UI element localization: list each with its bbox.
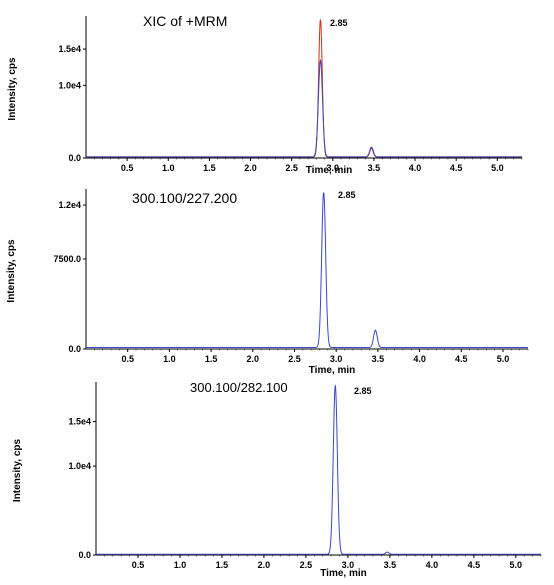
x-tick-label: 1.5 bbox=[203, 163, 216, 173]
y-tick-label: 1.0e4 bbox=[58, 80, 81, 90]
x-tick-label: 3.0 bbox=[327, 163, 340, 173]
panel-title: 300.100/227.200 bbox=[132, 190, 237, 206]
y-tick-label: 0.0 bbox=[68, 153, 81, 163]
x-tick-label: 4.0 bbox=[413, 354, 426, 364]
series-trace-blue bbox=[86, 192, 528, 349]
x-tick-label: 2.0 bbox=[244, 163, 257, 173]
x-tick-label: 2.0 bbox=[258, 560, 271, 570]
peak-label: 2.85 bbox=[330, 18, 348, 28]
x-tick-label: 2.5 bbox=[300, 560, 313, 570]
series-trace-blue bbox=[86, 58, 522, 158]
x-tick-label: 0.5 bbox=[121, 163, 134, 173]
x-tick-label: 2.5 bbox=[288, 354, 301, 364]
x-tick-label: 4.5 bbox=[450, 163, 463, 173]
panel-title: 300.100/282.100 bbox=[190, 380, 288, 395]
x-tick-label: 4.0 bbox=[409, 163, 422, 173]
panel-227: 0.5 1.0 1.5 2.0 2.5 3.0 3.5 4.0 4.5 5.0 0.0 7500.0 1… bbox=[6, 189, 529, 376]
x-tick-label: 2.0 bbox=[247, 354, 260, 364]
panel-title: XIC of +MRM bbox=[143, 13, 227, 29]
x-tick-label: 3.5 bbox=[384, 560, 397, 570]
y-axis-label: Intensity, cps bbox=[12, 438, 23, 502]
x-axis-label: Time, min bbox=[309, 365, 356, 376]
x-tick-label: 1.5 bbox=[205, 354, 218, 364]
x-tick-label: 3.0 bbox=[342, 560, 355, 570]
series-trace-red bbox=[86, 18, 522, 158]
x-tick-label: 4.0 bbox=[426, 560, 439, 570]
x-tick-label: 1.0 bbox=[162, 163, 175, 173]
panel-282: 0.5 1.0 1.5 2.0 2.5 3.0 3.5 4.0 4.5 5.0 0.0 1.0e4 1.… bbox=[12, 380, 542, 579]
x-tick-label: 1.0 bbox=[163, 354, 176, 364]
x-tick-label: 0.5 bbox=[132, 560, 145, 570]
peak-label: 2.85 bbox=[338, 190, 356, 200]
y-tick-label: 0.0 bbox=[78, 550, 91, 560]
y-tick-label: 1.5e4 bbox=[68, 417, 91, 427]
y-tick-label: 1.5e4 bbox=[58, 44, 81, 54]
y-tick-label: 1.2e4 bbox=[58, 200, 81, 210]
x-tick-label: 5.0 bbox=[510, 560, 523, 570]
y-axis-label: Intensity, cps bbox=[6, 239, 17, 303]
x-tick-label: 5.0 bbox=[491, 163, 504, 173]
y-tick-label: 1.0e4 bbox=[68, 461, 91, 471]
x-tick-label: 3.0 bbox=[330, 354, 343, 364]
x-tick-label: 0.5 bbox=[121, 354, 134, 364]
x-tick-label: 1.5 bbox=[216, 560, 229, 570]
y-axis-label: Intensity, cps bbox=[7, 57, 18, 121]
x-tick-label: 1.0 bbox=[174, 560, 187, 570]
x-tick-label: 3.5 bbox=[368, 163, 381, 173]
x-axis-label: Time, min bbox=[306, 165, 353, 176]
y-tick-label: 7500.0 bbox=[53, 254, 81, 264]
x-axis-label: Time, min bbox=[320, 568, 367, 579]
x-tick-label: 4.5 bbox=[468, 560, 481, 570]
x-tick-label: 2.5 bbox=[285, 163, 298, 173]
panel-xic: 0.5 1.0 1.5 2.0 2.5 3.0 3.5 4.0 4.5 5.0 0.0 1.0e4 1.… bbox=[7, 13, 523, 176]
series-trace-blue bbox=[96, 384, 541, 555]
x-tick-label: 4.5 bbox=[455, 354, 468, 364]
x-tick-label: 3.5 bbox=[372, 354, 385, 364]
y-tick-label: 0.0 bbox=[68, 344, 81, 354]
peak-label: 2.85 bbox=[354, 386, 372, 396]
x-tick-label: 5.0 bbox=[497, 354, 510, 364]
